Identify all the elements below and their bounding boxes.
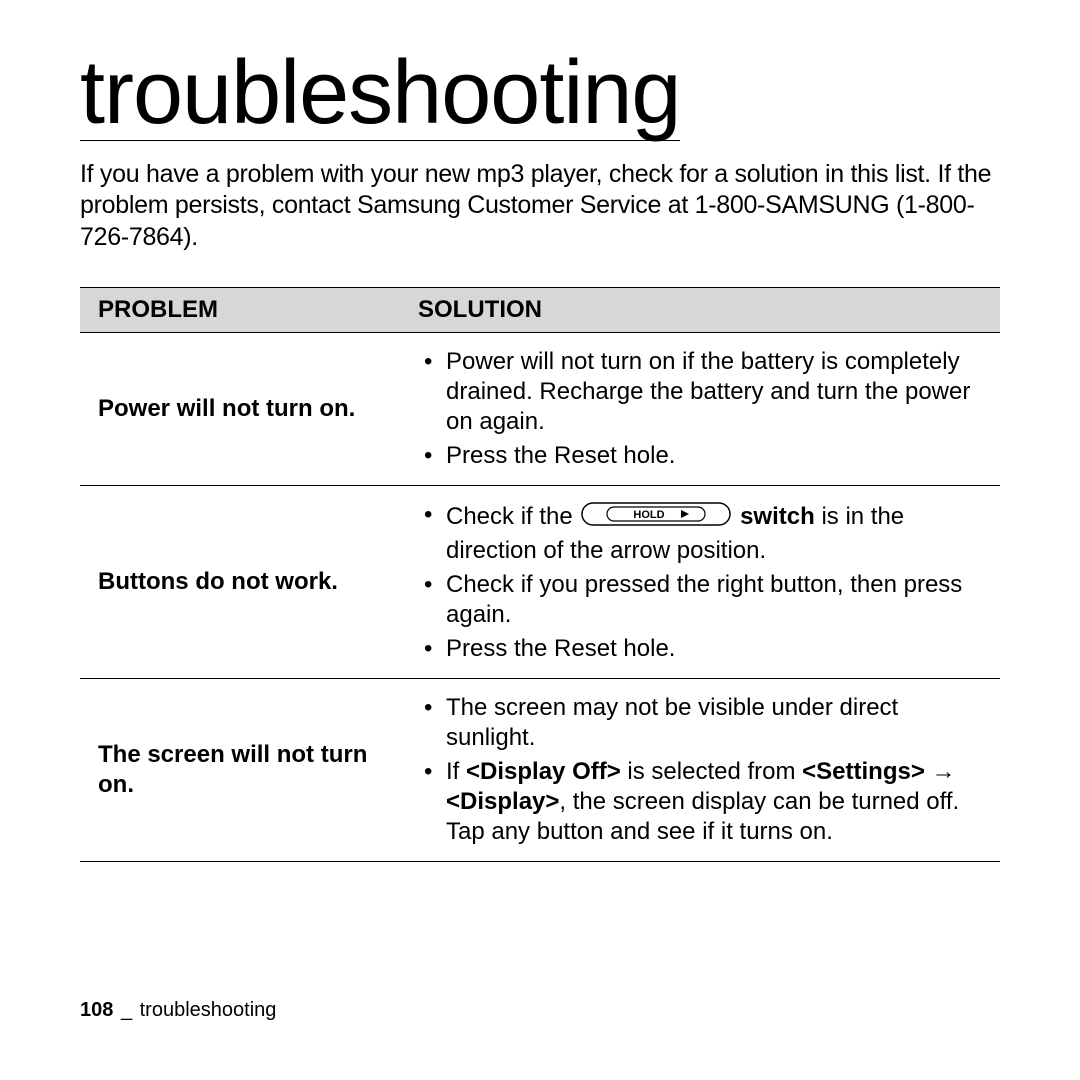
text-fragment: If [446,758,466,785]
table-header-row: PROBLEM SOLUTION [80,287,1000,332]
solution-item: Press the Reset hole. [418,441,986,471]
text-fragment-bold: <Display> [446,788,559,815]
solution-item: Power will not turn on if the battery is… [418,347,986,437]
col-header-problem: PROBLEM [80,287,400,332]
problem-cell: The screen will not turn on. [80,678,400,861]
solution-cell: The screen may not be visible under dire… [400,678,1000,861]
problem-cell: Power will not turn on. [80,332,400,485]
hold-label: HOLD [634,509,665,521]
page-title: troubleshooting [80,48,680,141]
solution-cell: Check if the HOLD switch is in the direc… [400,485,1000,678]
problem-cell: Buttons do not work. [80,485,400,678]
hold-switch-icon: HOLD [581,500,731,536]
page-footer: 108 _ troubleshooting [80,999,276,1022]
solution-item: Check if the HOLD switch is in the direc… [418,500,986,566]
table-row: The screen will not turn on. The screen … [80,678,1000,861]
col-header-solution: SOLUTION [400,287,1000,332]
table-row: Power will not turn on. Power will not t… [80,332,1000,485]
text-fragment-bold: <Settings> [802,758,925,785]
page-number: 108 [80,999,113,1021]
text-fragment: → [925,758,956,785]
text-fragment: Check if the [446,503,579,530]
manual-page: troubleshooting If you have a problem wi… [0,0,1080,1080]
text-fragment: is selected from [621,758,802,785]
solution-item: Press the Reset hole. [418,634,986,664]
text-fragment-bold: <Display Off> [466,758,621,785]
footer-separator: _ [121,999,132,1021]
table-row: Buttons do not work. Check if the HOLD [80,485,1000,678]
solution-item: The screen may not be visible under dire… [418,693,986,753]
troubleshooting-table: PROBLEM SOLUTION Power will not turn on.… [80,287,1000,862]
text-fragment: Tap any button and see if it turns on. [446,818,833,845]
intro-paragraph: If you have a problem with your new mp3 … [80,159,1000,253]
solution-item: If <Display Off> is selected from <Setti… [418,757,986,847]
text-fragment: , the screen display can be turned off. [559,788,959,815]
solution-cell: Power will not turn on if the battery is… [400,332,1000,485]
text-fragment-bold: switch [740,503,815,530]
solution-item: Check if you pressed the right button, t… [418,570,986,630]
footer-section: troubleshooting [140,999,277,1021]
